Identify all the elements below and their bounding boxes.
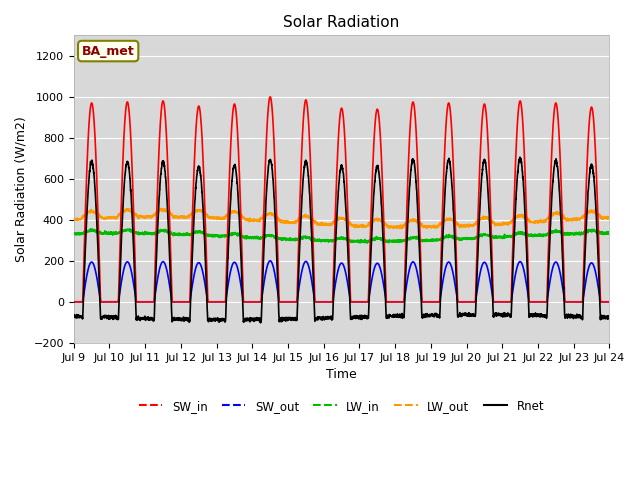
- SW_in: [403, 196, 411, 202]
- SW_in: [70, 299, 77, 305]
- LW_in: [87, 226, 95, 232]
- SW_out: [70, 299, 77, 305]
- SW_out: [266, 258, 274, 264]
- LW_in: [555, 228, 563, 234]
- SW_in: [266, 94, 274, 100]
- Rnet: [220, 316, 227, 322]
- LW_out: [555, 210, 563, 216]
- Line: LW_in: LW_in: [74, 229, 609, 243]
- Line: SW_out: SW_out: [74, 261, 609, 302]
- Y-axis label: Solar Radiation (W/m2): Solar Radiation (W/m2): [15, 116, 28, 262]
- LW_in: [403, 236, 411, 242]
- Title: Solar Radiation: Solar Radiation: [284, 15, 400, 30]
- Rnet: [403, 234, 411, 240]
- Rnet: [394, 313, 401, 319]
- LW_out: [605, 216, 613, 221]
- LW_in: [605, 230, 613, 236]
- LW_out: [396, 226, 404, 231]
- LW_out: [185, 214, 193, 220]
- Text: BA_met: BA_met: [82, 45, 134, 58]
- SW_out: [605, 299, 613, 305]
- Rnet: [605, 315, 613, 321]
- SW_in: [605, 299, 613, 305]
- Rnet: [70, 312, 77, 318]
- Line: LW_out: LW_out: [74, 208, 609, 228]
- LW_out: [70, 217, 77, 223]
- Line: SW_in: SW_in: [74, 97, 609, 302]
- LW_out: [403, 220, 411, 226]
- SW_out: [220, 299, 227, 305]
- LW_in: [185, 231, 193, 237]
- Rnet: [185, 317, 193, 323]
- Rnet: [555, 179, 563, 184]
- Rnet: [605, 313, 613, 319]
- Line: Rnet: Rnet: [74, 157, 609, 323]
- SW_in: [605, 299, 613, 305]
- Legend: SW_in, SW_out, LW_in, LW_out, Rnet: SW_in, SW_out, LW_in, LW_out, Rnet: [134, 395, 549, 417]
- LW_out: [605, 214, 613, 219]
- LW_out: [220, 216, 227, 221]
- SW_in: [394, 299, 401, 305]
- X-axis label: Time: Time: [326, 368, 357, 381]
- SW_out: [555, 264, 563, 270]
- SW_out: [605, 299, 613, 305]
- SW_out: [185, 299, 193, 305]
- SW_out: [394, 299, 401, 305]
- LW_in: [364, 240, 371, 246]
- LW_out: [157, 205, 165, 211]
- LW_in: [394, 237, 402, 243]
- SW_in: [220, 299, 227, 305]
- Rnet: [257, 320, 264, 326]
- LW_out: [394, 224, 401, 230]
- SW_out: [403, 278, 411, 284]
- LW_in: [70, 230, 77, 236]
- LW_in: [605, 230, 613, 236]
- LW_in: [220, 233, 227, 239]
- Rnet: [516, 154, 524, 160]
- SW_in: [185, 299, 193, 305]
- SW_in: [555, 124, 563, 130]
